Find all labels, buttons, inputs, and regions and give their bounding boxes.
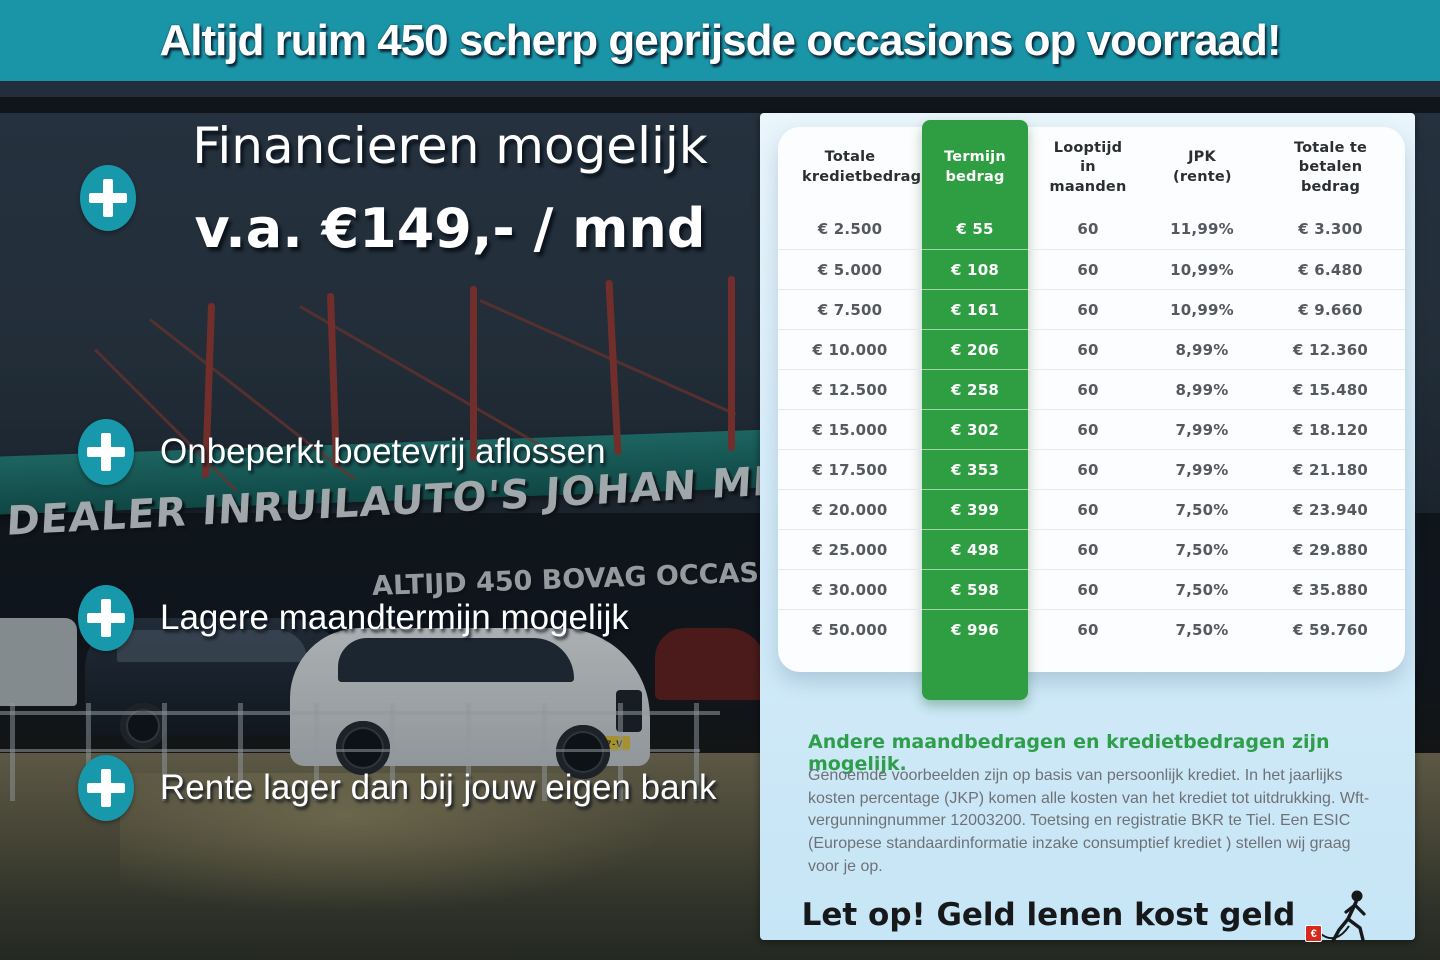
content-area: DEALER INRUILAUTO'S JOHAN MEURE ALTIJD 4… (0, 113, 1440, 960)
ground-highlight (120, 773, 680, 913)
promo-headline: Financieren mogelijk v.a. €149,- / mnd (140, 117, 760, 260)
fence-rail (0, 711, 720, 715)
fence-post (238, 703, 243, 801)
red-car-silhouette (655, 628, 767, 700)
credit-disclaimer: Genoemde voorbeelden zijn op basis van p… (808, 767, 1370, 875)
column-header: Looptijd in maanden (1049, 139, 1127, 195)
plus-icon (80, 165, 136, 231)
promo-subtitle: v.a. €149,- / mnd (194, 197, 706, 260)
plus-icon (78, 585, 134, 651)
discovery-windows (338, 638, 574, 682)
bullet-item: Onbeperkt boetevrij aflossen (78, 419, 606, 485)
financing-panel: Totale kredietbedrag Termijn bedrag Loop… (760, 113, 1415, 943)
table-header-row: Totale kredietbedrag Termijn bedrag Loop… (778, 127, 1405, 209)
column-header: Termijn bedrag (944, 149, 1006, 185)
table-row: € 12.500 € 258 60 8,99% € 15.480 (778, 369, 1405, 409)
table-row: € 10.000 € 206 60 8,99% € 12.360 (778, 329, 1405, 369)
table-row: € 15.000 € 302 60 7,99% € 18.120 (778, 409, 1405, 449)
fence-rail (0, 749, 700, 752)
euro-weight-icon: € (1305, 925, 1323, 942)
fence-post (390, 703, 395, 801)
fence-post (618, 703, 623, 801)
fence-post (694, 703, 699, 801)
alternatives-heading: Andere maandbedragen en kredietbedragen … (808, 731, 1330, 775)
fence-post (314, 703, 319, 801)
red-mast (470, 286, 477, 461)
column-header: Totale te betalen bedrag (1293, 139, 1368, 195)
table-row: € 25.000 € 498 60 7,50% € 29.880 (778, 529, 1405, 569)
table-row: € 5.000 € 108 60 10,99% € 6.480 (778, 249, 1405, 289)
top-banner: Altijd ruim 450 scherp geprijsde occasio… (0, 0, 1440, 97)
geld-lenen-kost-geld-icon: € (1303, 886, 1373, 944)
white-car-far-left (0, 618, 77, 706)
fence-post (542, 703, 547, 801)
fence-post (466, 703, 471, 801)
bullet-text: Rente lager dan bij jouw eigen bank (160, 768, 717, 807)
finance-table: Totale kredietbedrag Termijn bedrag Loop… (778, 127, 1405, 649)
table-row: € 17.500 € 353 60 7,99% € 21.180 (778, 449, 1405, 489)
plus-icon (78, 419, 134, 485)
red-mast (728, 276, 735, 451)
table-row: € 7.500 € 161 60 10,99% € 9.660 (778, 289, 1405, 329)
fence-post (10, 703, 15, 801)
column-header: JPK (rente) (1173, 149, 1232, 185)
bullet-item: Lagere maandtermijn mogelijk (78, 585, 629, 651)
table-row: € 20.000 € 399 60 7,50% € 23.940 (778, 489, 1405, 529)
bullet-item: Rente lager dan bij jouw eigen bank (78, 755, 717, 821)
table-row: € 2.500 € 55 60 11,99% € 3.300 (817, 220, 1363, 238)
bullet-text: Onbeperkt boetevrij aflossen (160, 432, 606, 471)
bullet-text: Lagere maandtermijn mogelijk (160, 598, 629, 637)
table-row: € 30.000 € 598 60 7,50% € 35.880 (778, 569, 1405, 609)
finance-table-card (778, 127, 1405, 672)
plus-icon (78, 755, 134, 821)
fence-post (162, 703, 167, 801)
termijn-column-highlight (922, 120, 1028, 700)
credit-warning: Let op! Geld lenen kost geld € (760, 886, 1415, 944)
banner-text: Altijd ruim 450 scherp geprijsde occasio… (159, 15, 1281, 65)
wheel (336, 721, 390, 775)
walking-person-icon (1320, 890, 1366, 943)
wheel (556, 725, 610, 779)
table-row: € 50.000 € 996 60 7,50% € 59.760 (778, 609, 1405, 649)
credit-warning-text: Let op! Geld lenen kost geld (801, 897, 1296, 933)
fence-post (86, 703, 91, 801)
wheel (120, 703, 166, 749)
promo-title: Financieren mogelijk (192, 117, 708, 175)
column-header: Totale kredietbedrag (802, 149, 922, 185)
suv-windows (117, 630, 307, 662)
